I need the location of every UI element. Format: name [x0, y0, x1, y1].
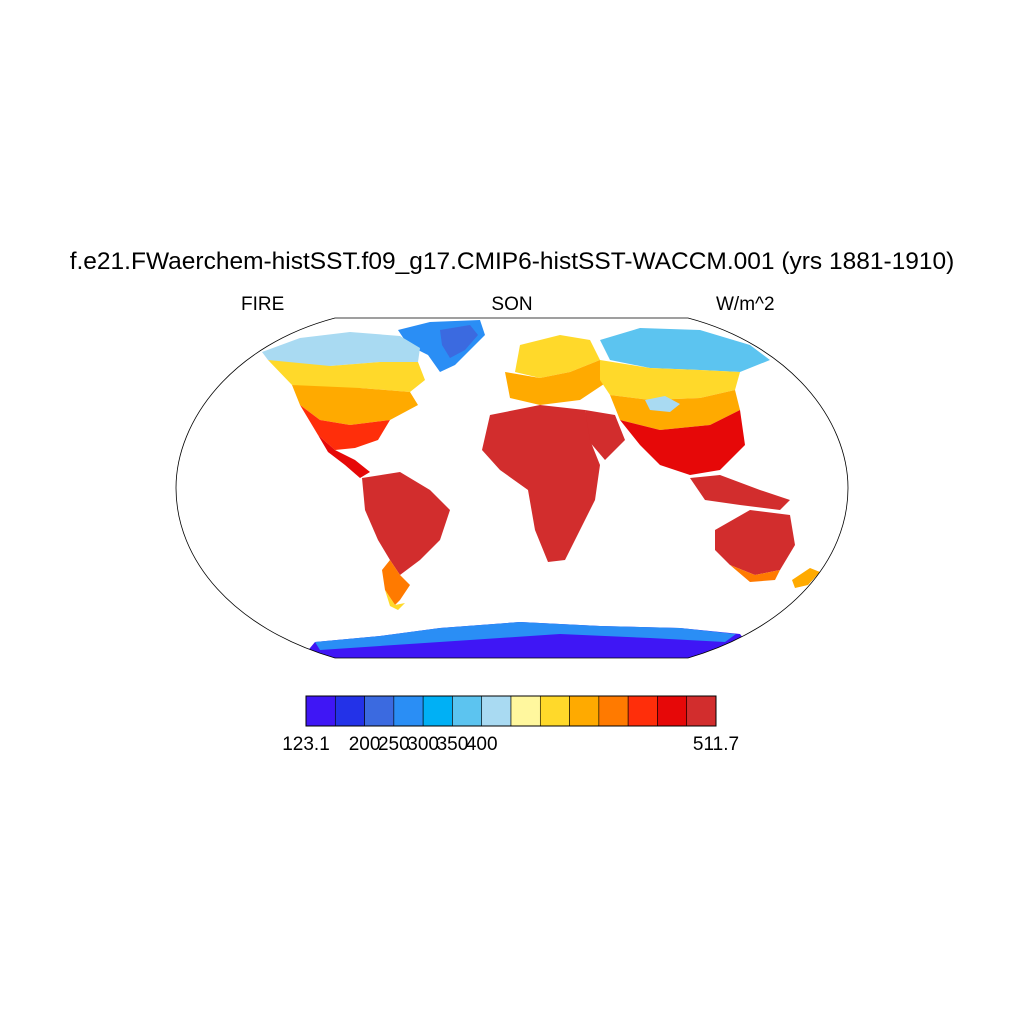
colorbar-swatch — [364, 695, 395, 727]
europe-north — [515, 335, 600, 378]
central-america — [318, 435, 370, 478]
colorbar-tick-label: 300 — [407, 734, 439, 755]
colorbar-tick-label: 200 — [348, 734, 381, 755]
colorbar-tick-label: 250 — [377, 734, 410, 755]
north-america-north — [262, 332, 420, 366]
land-fill — [262, 320, 820, 658]
colorbar-tick-label: 511.7 — [692, 734, 740, 755]
asia-south — [620, 410, 745, 475]
greenland-ice — [440, 325, 478, 358]
colorbar-swatch — [686, 695, 717, 727]
south-america — [362, 472, 450, 575]
colorbar-swatch — [598, 695, 629, 727]
australia-south — [730, 565, 780, 582]
variable-label: FIRE — [241, 294, 285, 315]
colorbar-swatch — [539, 695, 570, 727]
colorbar-swatch — [452, 695, 483, 727]
colorbar-swatch — [305, 695, 336, 727]
asia-central — [610, 390, 740, 430]
new-zealand — [792, 568, 820, 588]
antarctica-coast — [315, 622, 736, 650]
colorbar-swatch — [393, 695, 424, 727]
colorbar-tick-label: 123.1 — [282, 734, 330, 755]
colorbar-swatch — [627, 695, 658, 727]
units-label: W/m^2 — [716, 294, 775, 315]
australia — [715, 510, 795, 575]
asia-mid — [600, 360, 740, 400]
tibet-plateau — [645, 396, 680, 412]
colorbar-swatch — [510, 695, 541, 727]
colorbar-tick-label: 350 — [436, 734, 469, 755]
south-america-tip — [385, 590, 405, 610]
plot-title: f.e21.FWaerchem-histSST.f09_g17.CMIP6-hi… — [69, 248, 955, 275]
season-label: SON — [491, 294, 533, 315]
arabia — [585, 410, 625, 460]
south-america-south — [382, 560, 410, 605]
colorbar-frame — [305, 695, 717, 727]
north-america-band-yellow — [268, 360, 425, 392]
southeast-asia — [690, 475, 790, 510]
map-outline — [175, 317, 849, 659]
colorbar-swatch — [657, 695, 688, 727]
colorbar — [305, 695, 717, 727]
africa — [482, 405, 600, 562]
colorbar-swatch — [481, 695, 512, 727]
colorbar-tick-label: 400 — [465, 734, 498, 755]
europe-south — [505, 360, 610, 405]
colorbar-swatch — [569, 695, 600, 727]
north-america-south — [300, 405, 390, 450]
colorbar-swatch — [334, 695, 365, 727]
colorbar-swatch — [422, 695, 453, 727]
asia-north — [600, 328, 770, 372]
north-america-band-orange — [292, 385, 418, 425]
